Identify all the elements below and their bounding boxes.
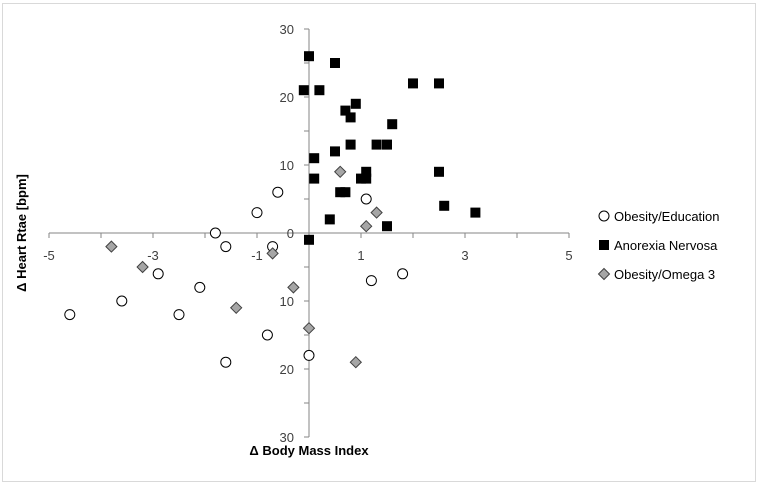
data-point	[397, 268, 409, 280]
data-point	[340, 187, 351, 198]
x-tick-label: -1	[251, 248, 263, 263]
series-1	[64, 186, 409, 368]
data-points	[64, 51, 481, 369]
axes: -5 -3 -1 1 3 5 30 20 10 0 10 20 30	[43, 22, 572, 445]
x-tick-label: -3	[147, 248, 159, 263]
data-point	[439, 200, 450, 211]
data-point	[370, 206, 383, 219]
data-point	[359, 219, 373, 233]
data-point	[330, 58, 340, 68]
data-point	[333, 165, 347, 179]
legend: Obesity/Education Anorexia Nervosa Obesity…	[597, 209, 720, 282]
data-point	[345, 139, 356, 150]
data-point	[350, 98, 361, 109]
data-point	[330, 146, 340, 157]
data-point	[361, 173, 372, 184]
data-point	[434, 166, 444, 177]
data-point	[220, 241, 232, 253]
data-point	[194, 281, 206, 293]
legend-label: Obesity/Education	[614, 209, 720, 224]
data-point	[251, 207, 263, 219]
data-point	[345, 112, 356, 123]
data-point	[229, 301, 243, 315]
data-point	[340, 105, 351, 116]
data-point	[173, 309, 185, 321]
data-point	[152, 268, 164, 280]
y-tick-label: 20	[280, 362, 294, 377]
y-tick-label: 20	[280, 90, 294, 105]
data-point	[116, 295, 128, 307]
data-point	[272, 186, 284, 198]
series-2	[298, 51, 481, 245]
data-point	[220, 356, 232, 368]
data-point	[434, 78, 444, 89]
chart-area	[2, 3, 756, 482]
data-point	[304, 51, 314, 62]
data-point	[261, 329, 273, 341]
data-point	[136, 260, 149, 274]
data-point	[209, 227, 221, 239]
data-point	[382, 139, 392, 150]
x-tick-label: 5	[565, 248, 572, 263]
data-point	[387, 119, 398, 130]
y-tick-label: 10	[280, 294, 294, 309]
data-point	[470, 207, 481, 218]
data-point	[349, 355, 363, 369]
y-tick-label: 0	[287, 226, 294, 241]
legend-label: Anorexia Nervosa	[614, 238, 718, 253]
legend-label: Obesity/Omega 3	[614, 267, 715, 282]
y-tick-label: 30	[280, 22, 294, 37]
data-point	[287, 281, 300, 294]
legend-marker	[599, 240, 609, 250]
legend-marker	[598, 210, 610, 222]
data-point	[365, 275, 377, 287]
x-tick-label: 1	[357, 248, 364, 263]
x-axis-title: Δ Body Mass Index	[249, 443, 369, 458]
data-point	[304, 234, 314, 245]
data-point	[324, 214, 335, 225]
legend-marker	[597, 267, 611, 281]
data-point	[309, 153, 320, 164]
data-point	[105, 240, 118, 253]
data-point	[371, 139, 382, 150]
y-tick-label: 10	[280, 158, 294, 173]
y-tick-label: 30	[280, 430, 294, 445]
x-tick-label: 3	[461, 248, 468, 263]
x-tick-label: -5	[43, 248, 55, 263]
data-point	[64, 309, 76, 321]
data-point	[314, 85, 325, 96]
data-point	[360, 193, 372, 205]
y-axis-title: Δ Heart Rtae [bpm]	[14, 174, 29, 292]
data-point	[266, 247, 279, 260]
data-point	[303, 349, 315, 361]
data-point	[298, 85, 309, 96]
data-point	[408, 78, 418, 89]
series-3	[105, 165, 383, 369]
data-point	[309, 173, 320, 184]
data-point	[382, 221, 392, 232]
data-point	[302, 321, 316, 335]
